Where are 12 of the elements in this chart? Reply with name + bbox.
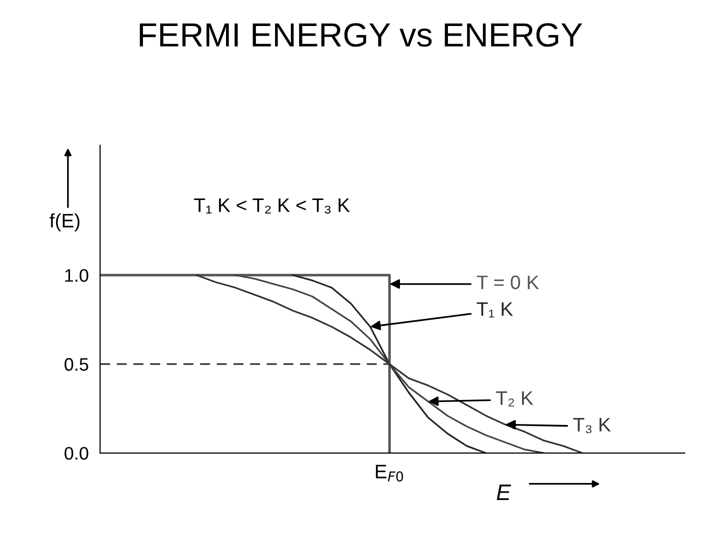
annotation: T₁ K < T₂ K < T₃ K [194,198,350,214]
y-tick-label: 0.0 [64,446,88,460]
text: T = 0 K [476,275,539,290]
x-tick-label: E$_{F0}$ [376,464,404,482]
series-label: T₂ K [496,391,534,406]
y-tick-label: 0.5 [64,358,88,371]
series-label: T₃ K [573,418,611,434]
y-axis-title: f(E) [50,213,80,232]
text: T₁ K [476,302,513,318]
x-axis-title: E [496,484,512,500]
chart-title: FERMI ENERGY vs ENERGY [140,23,582,47]
y-tick-label: 1.0 [65,269,88,282]
